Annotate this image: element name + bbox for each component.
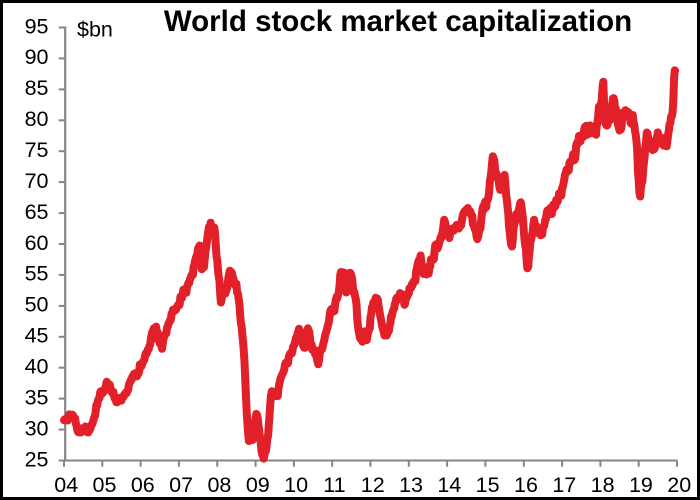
svg-text:04: 04	[54, 473, 78, 497]
svg-text:12: 12	[361, 473, 385, 497]
svg-text:19: 19	[629, 473, 653, 497]
svg-text:16: 16	[514, 473, 538, 497]
svg-text:08: 08	[207, 473, 231, 497]
svg-text:15: 15	[476, 473, 500, 497]
svg-text:60: 60	[25, 231, 49, 255]
svg-text:80: 80	[25, 107, 49, 131]
svg-text:09: 09	[246, 473, 270, 497]
svg-text:13: 13	[399, 473, 423, 497]
svg-text:75: 75	[25, 138, 49, 162]
svg-text:18: 18	[591, 473, 615, 497]
svg-text:World stock market capitalizat: World stock market capitalization	[164, 5, 632, 38]
svg-text:35: 35	[25, 385, 49, 409]
svg-text:17: 17	[552, 473, 576, 497]
svg-text:20: 20	[667, 473, 691, 497]
svg-text:85: 85	[25, 76, 49, 100]
svg-text:65: 65	[25, 200, 49, 224]
svg-text:30: 30	[25, 416, 49, 440]
svg-text:45: 45	[25, 324, 49, 348]
svg-text:06: 06	[131, 473, 155, 497]
svg-text:10: 10	[284, 473, 308, 497]
svg-text:40: 40	[25, 355, 49, 379]
svg-text:14: 14	[437, 473, 461, 497]
svg-text:95: 95	[25, 14, 49, 38]
svg-text:$bn: $bn	[77, 18, 113, 42]
svg-text:07: 07	[169, 473, 193, 497]
svg-text:70: 70	[25, 169, 49, 193]
svg-text:05: 05	[93, 473, 117, 497]
svg-text:90: 90	[25, 45, 49, 69]
svg-text:25: 25	[25, 447, 49, 471]
svg-text:11: 11	[323, 473, 345, 497]
svg-text:50: 50	[25, 293, 49, 317]
svg-text:55: 55	[25, 262, 49, 286]
